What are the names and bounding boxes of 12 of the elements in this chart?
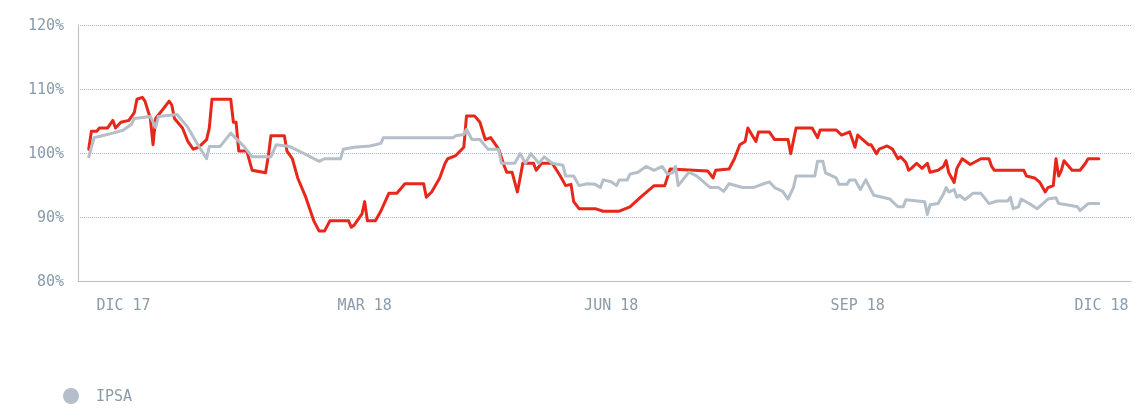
y-tick-label: 80% [36, 272, 64, 290]
x-tick-label: DIC 18 [1074, 295, 1129, 314]
x-tick-label: MAR 18 [337, 295, 392, 314]
line-series [87, 95, 1101, 233]
y-tick-label: 100% [27, 144, 64, 162]
y-tick-label: 120% [27, 16, 64, 34]
y-tick-label: 110% [27, 80, 64, 98]
y-tick-label: 90% [36, 208, 64, 226]
legend-label: IPSA [96, 387, 133, 405]
x-tick-label: DIC 17 [96, 295, 151, 314]
x-tick-label: JUN 18 [584, 295, 639, 314]
x-tick-label: SEP 18 [830, 295, 885, 314]
